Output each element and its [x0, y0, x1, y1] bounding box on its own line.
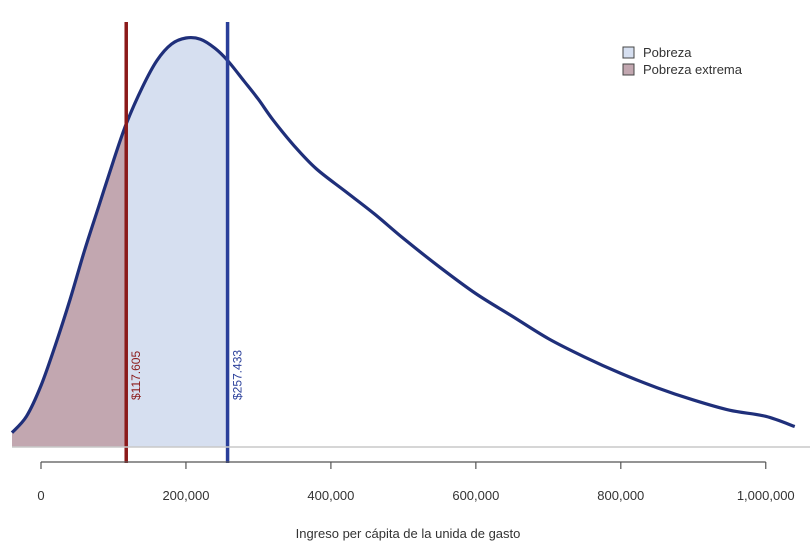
legend-swatch-1	[622, 63, 635, 76]
x-tick-label: 800,000	[597, 488, 644, 503]
x-tick-label: 1,000,000	[737, 488, 795, 503]
shaded-area-pobreza-extrema	[12, 123, 127, 447]
legend: Pobreza Pobreza extrema	[622, 45, 743, 77]
threshold-label-0: $117.605	[129, 351, 143, 400]
x-axis: 0 200,000 400,000 600,000 800,000 1,000,000	[12, 446, 810, 503]
legend-label-0: Pobreza	[643, 45, 692, 60]
threshold-lines: $117.605 $257.433	[124, 22, 245, 463]
legend-label-1: Pobreza extrema	[643, 62, 743, 77]
x-tick-label: 200,000	[162, 488, 209, 503]
legend-swatch-0	[622, 46, 635, 59]
shaded-regions	[12, 37, 228, 447]
density-curve-group	[10, 35, 796, 434]
x-tick-label: 400,000	[307, 488, 354, 503]
x-tick-label: 0	[37, 488, 44, 503]
density-curve	[10, 35, 796, 434]
threshold-label-1: $257.433	[231, 350, 245, 400]
x-tick-label: 600,000	[452, 488, 499, 503]
x-axis-title: Ingreso per cápita de la unida de gasto	[296, 526, 521, 541]
